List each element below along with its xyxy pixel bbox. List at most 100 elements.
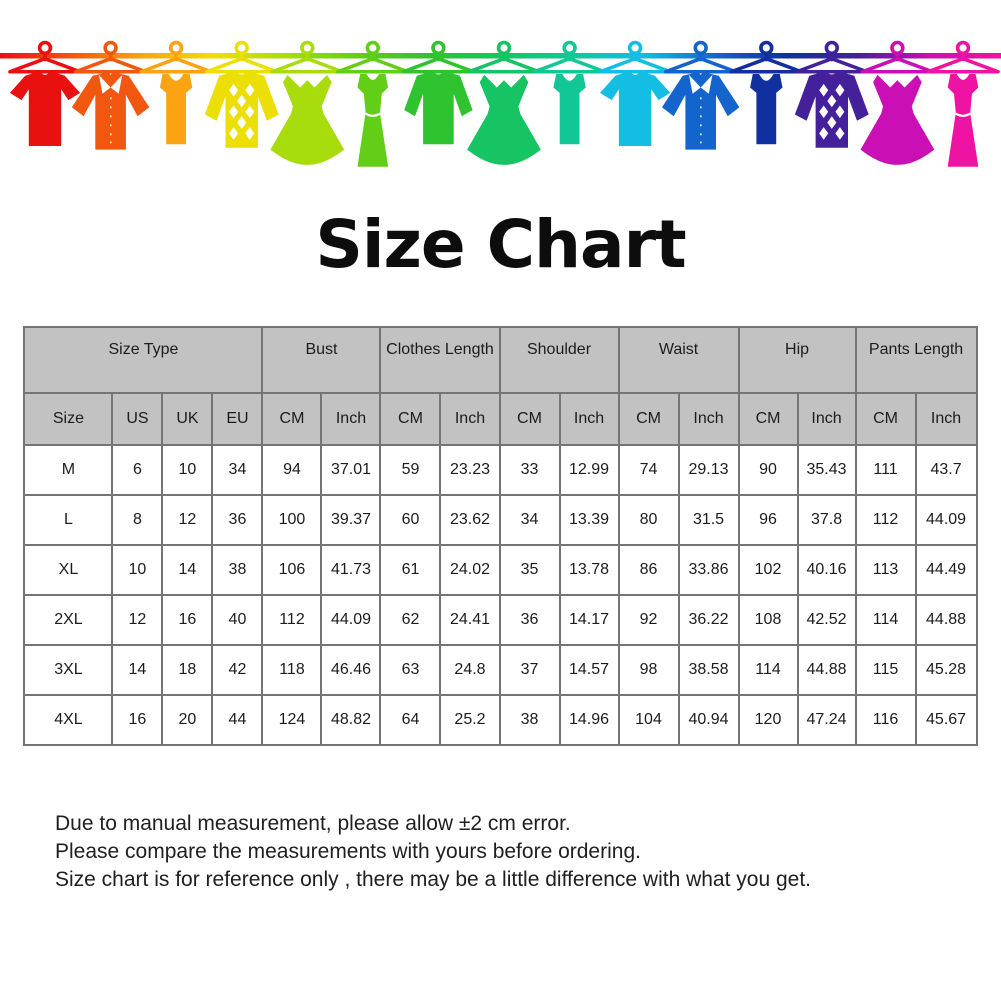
measurement-cell: 39.37 <box>320 494 382 546</box>
measurement-cell: 18 <box>161 644 214 696</box>
measurement-cell: 98 <box>617 644 680 696</box>
measurement-cell: 44 <box>211 694 264 746</box>
measurement-cell: 31.5 <box>677 494 740 546</box>
size-label-cell: 3XL <box>23 644 114 696</box>
measurement-cell: 44.88 <box>914 594 978 646</box>
disclaimer-line-3: Size chart is for reference only , there… <box>55 868 811 891</box>
group-header-shoulder: Shoulder <box>498 326 620 394</box>
measurement-cell: 112 <box>854 494 917 546</box>
sub-header-cell-3: EU <box>211 392 264 446</box>
size-label-cell: 4XL <box>23 694 114 746</box>
measurement-cell: 13.78 <box>558 544 620 596</box>
page-title: Size Chart <box>315 206 686 283</box>
measurement-cell: 102 <box>737 544 799 596</box>
measurement-cell: 36 <box>211 494 264 546</box>
measurement-cell: 40.94 <box>677 694 740 746</box>
measurement-cell: 40 <box>211 594 264 646</box>
disclaimer-line-2: Please compare the measurements with you… <box>55 840 641 863</box>
measurement-cell: 35 <box>498 544 561 596</box>
measurement-cell: 37.01 <box>320 444 382 496</box>
measurement-cell: 59 <box>379 444 442 496</box>
measurement-cell: 42.52 <box>796 594 857 646</box>
size-label-cell: 2XL <box>23 594 114 646</box>
measurement-cell: 106 <box>261 544 323 596</box>
disclaimer: Due to manual measurement, please allow … <box>55 810 1001 894</box>
sub-header-cell-4: CM <box>261 392 323 446</box>
measurement-cell: 36 <box>498 594 561 646</box>
measurement-cell: 100 <box>261 494 323 546</box>
measurement-cell: 86 <box>617 544 680 596</box>
clothesline-gradient-rope <box>0 53 1001 59</box>
measurement-cell: 10 <box>111 544 164 596</box>
lime-dress-icon <box>269 40 345 166</box>
sub-header-cell-0: Size <box>23 392 114 446</box>
table-row-xl: XL 10 14 38 106 41.73 61 24.02 35 13.78 86 33.86 102… <box>23 544 978 596</box>
measurement-cell: 14.57 <box>558 644 620 696</box>
measurement-cell: 42 <box>211 644 264 696</box>
measurement-cell: 44.88 <box>796 644 857 696</box>
measurement-cell: 61 <box>379 544 442 596</box>
table-row-l: L 8 12 36 100 39.37 60 23.62 34 13.39 80 31.5 96 37.8… <box>23 494 978 546</box>
measurement-cell: 23.62 <box>439 494 501 546</box>
measurement-cell: 63 <box>379 644 442 696</box>
sub-header-cell-6: CM <box>379 392 442 446</box>
measurement-cell: 118 <box>261 644 323 696</box>
measurement-cell: 48.82 <box>320 694 382 746</box>
measurement-cell: 12.99 <box>558 444 620 496</box>
size-table: Size Type Bust Clothes Length Shoulder Waist… <box>23 326 978 746</box>
measurement-cell: 14.17 <box>558 594 620 646</box>
measurement-cell: 33.86 <box>677 544 740 596</box>
measurement-cell: 16 <box>161 594 214 646</box>
measurement-cell: 46.46 <box>320 644 382 696</box>
group-header-pants-length: Pants Length <box>854 326 978 394</box>
measurement-cell: 44.09 <box>320 594 382 646</box>
measurement-cell: 44.49 <box>914 544 978 596</box>
measurement-cell: 14 <box>111 644 164 696</box>
sub-header-cell-10: CM <box>617 392 680 446</box>
table-row-4xl: 4XL 16 20 44 124 48.82 64 25.2 38 14.96 104 40.94 12… <box>23 694 978 746</box>
measurement-cell: 38 <box>211 544 264 596</box>
measurement-cell: 23.23 <box>439 444 501 496</box>
measurement-cell: 112 <box>261 594 323 646</box>
measurement-cell: 14.96 <box>558 694 620 746</box>
measurement-cell: 96 <box>737 494 799 546</box>
measurement-cell: 29.13 <box>677 444 740 496</box>
measurement-cell: 16 <box>111 694 164 746</box>
disclaimer-line-1: Due to manual measurement, please allow … <box>55 812 571 835</box>
measurement-cell: 24.02 <box>439 544 501 596</box>
measurement-cell: 115 <box>854 644 917 696</box>
measurement-cell: 14 <box>161 544 214 596</box>
group-header-clothes-length: Clothes Length <box>379 326 501 394</box>
sub-header-cell-14: CM <box>854 392 917 446</box>
measurement-cell: 116 <box>854 694 917 746</box>
measurement-cell: 92 <box>617 594 680 646</box>
orange-shirt-icon <box>71 40 150 151</box>
measurement-cell: 104 <box>617 694 680 746</box>
measurement-cell: 80 <box>617 494 680 546</box>
sub-header-cell-9: Inch <box>558 392 620 446</box>
measurement-cell: 43.7 <box>914 444 978 496</box>
sub-header-cell-13: Inch <box>796 392 857 446</box>
measurement-cell: 124 <box>261 694 323 746</box>
measurement-cell: 114 <box>854 594 917 646</box>
measurement-cell: 6 <box>111 444 164 496</box>
measurement-cell: 40.16 <box>796 544 857 596</box>
measurement-cell: 24.8 <box>439 644 501 696</box>
measurement-cell: 108 <box>737 594 799 646</box>
measurement-cell: 38.58 <box>677 644 740 696</box>
sub-header-cell-8: CM <box>498 392 561 446</box>
measurement-cell: 13.39 <box>558 494 620 546</box>
measurement-cell: 60 <box>379 494 442 546</box>
measurement-cell: 45.28 <box>914 644 978 696</box>
sub-header-cell-15: Inch <box>914 392 978 446</box>
measurement-cell: 113 <box>854 544 917 596</box>
table-group-header-row: Size Type Bust Clothes Length Shoulder Waist… <box>23 326 978 394</box>
group-header-waist: Waist <box>617 326 740 394</box>
magenta-dress-icon <box>860 40 935 166</box>
measurement-cell: 120 <box>737 694 799 746</box>
measurement-cell: 62 <box>379 594 442 646</box>
measurement-cell: 25.2 <box>439 694 501 746</box>
measurement-cell: 20 <box>161 694 214 746</box>
measurement-cell: 47.24 <box>796 694 857 746</box>
